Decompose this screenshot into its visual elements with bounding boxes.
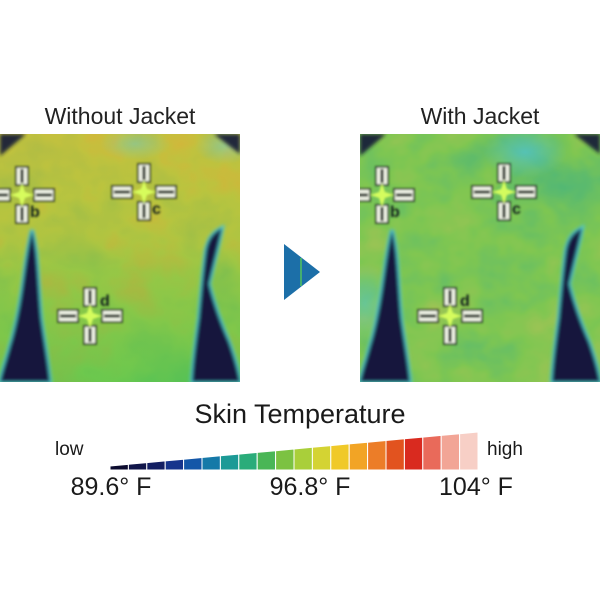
svg-text:d: d (460, 293, 470, 310)
svg-text:d: d (100, 293, 110, 310)
svg-text:b: b (30, 204, 40, 221)
svg-text:c: c (152, 201, 161, 218)
svg-text:b: b (390, 204, 400, 221)
svg-text:c: c (512, 201, 521, 218)
